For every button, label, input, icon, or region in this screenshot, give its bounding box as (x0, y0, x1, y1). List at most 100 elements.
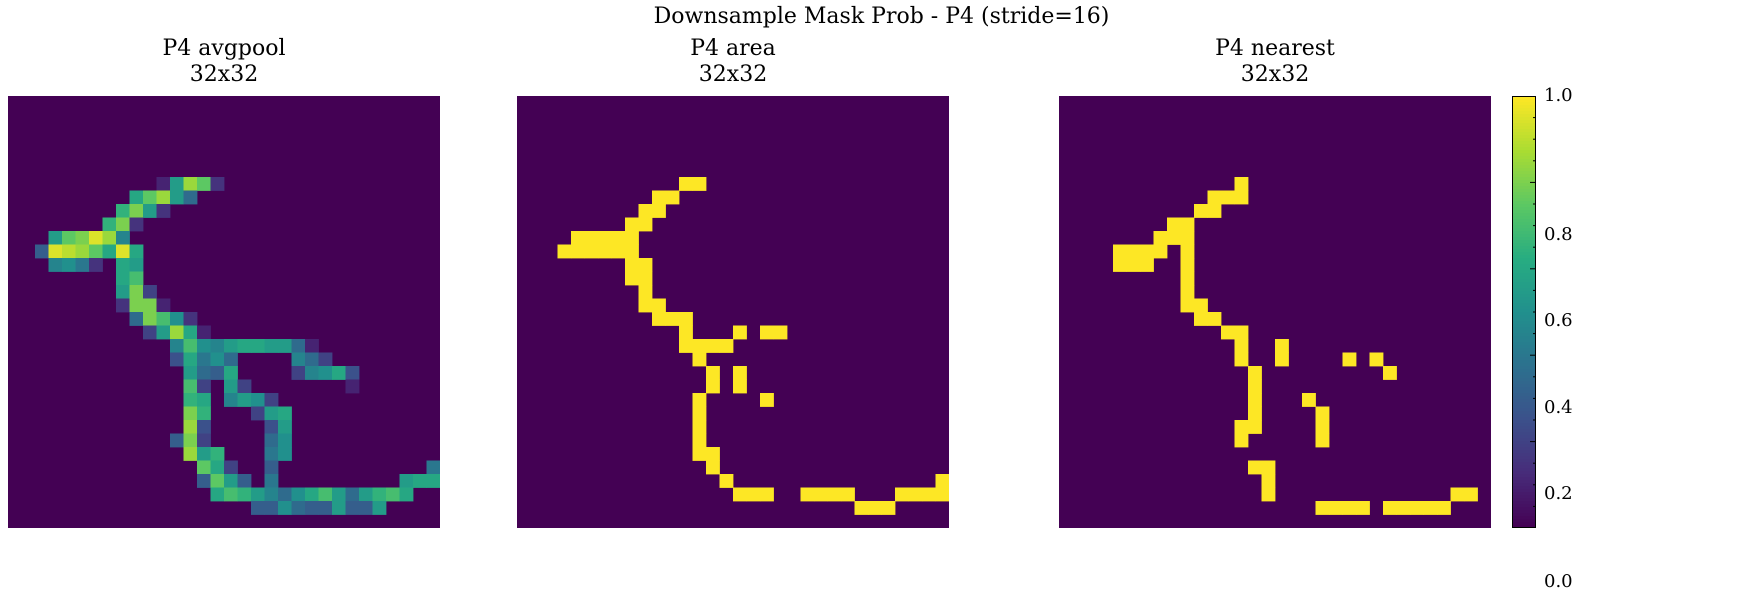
colorbar-segment (1512, 114, 1536, 118)
heatmap-cell (183, 433, 198, 448)
colorbar-segment (1512, 501, 1536, 505)
heatmap-cell (224, 474, 238, 488)
heatmap-cell (264, 406, 279, 421)
heatmap-cell (264, 339, 279, 353)
heatmap-cell (1261, 474, 1276, 488)
heatmap-cell (426, 460, 440, 475)
heatmap-cell (183, 190, 198, 205)
heatmap-cell (557, 244, 572, 259)
heatmap-cell (1126, 244, 1141, 259)
colorbar-segment (1512, 132, 1536, 136)
heatmap-cell (143, 204, 157, 218)
heatmap-cell (197, 460, 211, 475)
colorbar-tick-label: 0.2 (1544, 483, 1573, 504)
heatmap-cell (399, 487, 414, 502)
heatmap-cell (692, 406, 707, 421)
colorbar-segment (1512, 270, 1536, 274)
colorbar-segment (1512, 165, 1536, 169)
heatmap-cell (183, 325, 198, 340)
heatmap-cell (305, 352, 319, 367)
heatmap-cell (372, 501, 387, 515)
colorbar-segment (1512, 159, 1536, 163)
heatmap-cell (264, 501, 279, 515)
heatmap-cell (1234, 420, 1249, 434)
heatmap-cell (345, 379, 360, 394)
colorbar-segment (1512, 327, 1536, 331)
heatmap-cell (183, 447, 198, 461)
colorbar-segment (1512, 423, 1536, 427)
colorbar-segment (1512, 126, 1536, 130)
colorbar-segment (1512, 246, 1536, 250)
colorbar-tick-label: 1.0 (1544, 85, 1573, 106)
colorbar-segment (1512, 468, 1536, 472)
heatmap-cell (197, 325, 211, 340)
heatmap-cell (89, 258, 103, 272)
heatmap-cell (197, 474, 211, 488)
heatmap-cell (814, 487, 828, 502)
colorbar-segment (1512, 102, 1536, 106)
heatmap-cell (278, 501, 292, 515)
heatmap-cell (237, 474, 252, 488)
panel-title-line: P4 nearest (1215, 36, 1335, 61)
colorbar-segment (1512, 267, 1536, 271)
heatmap-cell (692, 177, 707, 191)
heatmap-cell (156, 190, 171, 205)
colorbar-segment (1512, 282, 1536, 286)
heatmap-cell (291, 501, 306, 515)
heatmap-cell (706, 339, 720, 353)
colorbar-segment (1512, 453, 1536, 457)
heatmap-cell (706, 460, 720, 475)
heatmap-cell (183, 379, 198, 394)
heatmap-cell (89, 231, 103, 245)
colorbar-segment (1512, 492, 1536, 496)
heatmap-cell (89, 244, 103, 259)
colorbar-segment (1512, 294, 1536, 298)
heatmap-cell (426, 474, 440, 488)
heatmap-cell (305, 501, 319, 515)
heatmap-cell (156, 325, 171, 340)
heatmap-cell (733, 379, 747, 394)
colorbar-segment (1512, 108, 1536, 112)
colorbar-segment (1512, 291, 1536, 295)
colorbar-segment (1512, 363, 1536, 367)
heatmap-cell (116, 244, 130, 259)
heatmap-cell (625, 244, 639, 259)
heatmap-cell (183, 406, 198, 421)
colorbar-tick-label: 0.4 (1544, 397, 1573, 418)
heatmap-cell (1234, 325, 1249, 340)
colorbar-segment (1512, 303, 1536, 307)
colorbar-segment (1512, 438, 1536, 442)
heatmap-cell (665, 190, 680, 205)
heatmap-cell (197, 379, 211, 394)
heatmap-cell (264, 447, 279, 461)
heatmap-cell (237, 379, 252, 394)
heatmap-cell (638, 298, 653, 313)
heatmap-cell (854, 501, 869, 515)
colorbar-segment (1512, 519, 1536, 523)
heatmap-cell (318, 352, 333, 367)
colorbar-segment (1512, 156, 1536, 160)
colorbar-segment (1512, 435, 1536, 439)
heatmap-cell (1207, 190, 1222, 205)
heatmap-cell (129, 271, 144, 286)
heatmap-cell (251, 487, 265, 502)
colorbar-segment (1512, 330, 1536, 334)
heatmap-cell (1329, 501, 1343, 515)
heatmap-cell (62, 258, 76, 272)
heatmap-cell (1423, 501, 1438, 515)
colorbar-segment (1512, 186, 1536, 190)
heatmap-cell (827, 487, 842, 502)
colorbar-segment (1512, 279, 1536, 283)
heatmap-cell (1126, 258, 1141, 272)
heatmap-cell (318, 366, 333, 380)
heatmap-cell (1383, 501, 1397, 515)
colorbar-segment (1512, 171, 1536, 175)
heatmap-cell (760, 325, 774, 340)
heatmap-cell (129, 298, 144, 313)
colorbar-segment (1512, 321, 1536, 325)
heatmap-cell (251, 339, 265, 353)
colorbar-segment (1512, 354, 1536, 358)
heatmap-cell (1140, 258, 1154, 272)
heatmap-cell (1275, 352, 1289, 367)
heatmap-cell (692, 393, 707, 407)
